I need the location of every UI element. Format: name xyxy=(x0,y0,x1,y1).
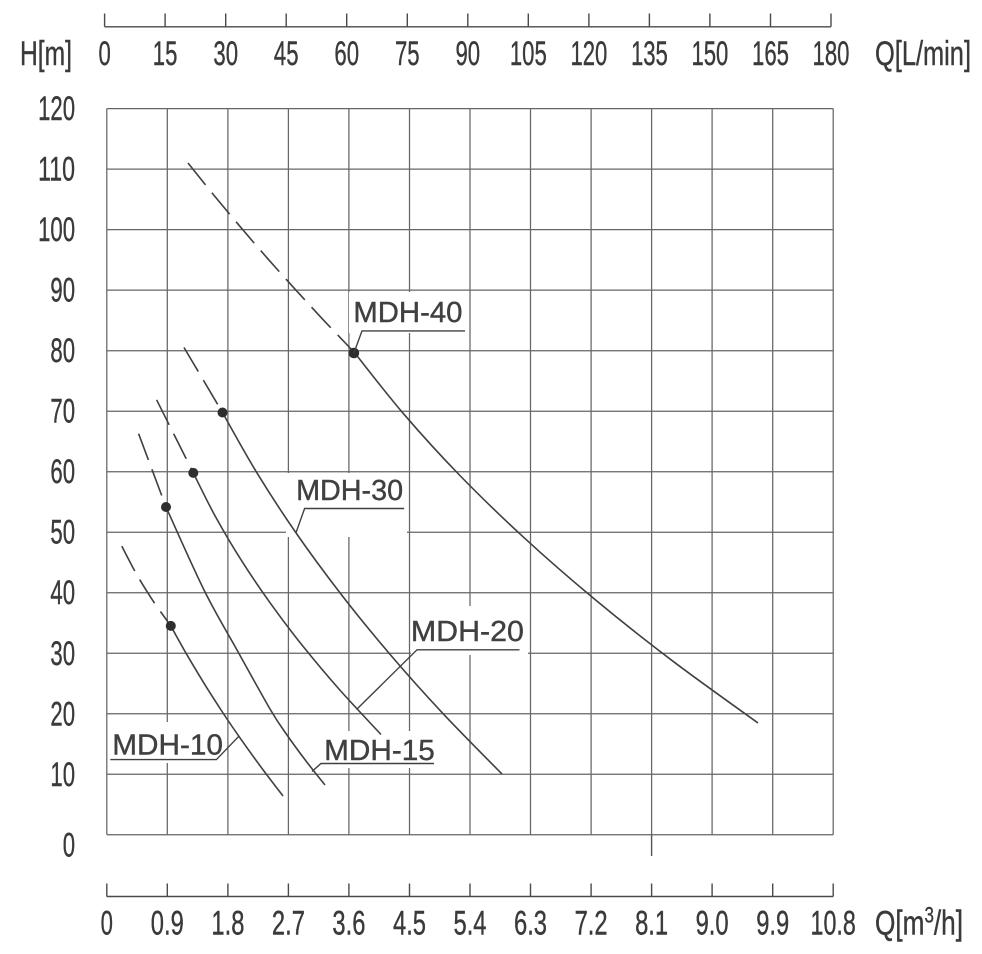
svg-text:MDH-40: MDH-40 xyxy=(353,297,462,329)
svg-text:50: 50 xyxy=(50,514,75,552)
svg-text:45: 45 xyxy=(274,35,299,73)
svg-text:3.6: 3.6 xyxy=(332,905,365,943)
svg-text:6.3: 6.3 xyxy=(514,905,547,943)
svg-text:60: 60 xyxy=(50,453,75,491)
svg-text:90: 90 xyxy=(456,35,481,73)
svg-text:180: 180 xyxy=(813,35,850,73)
svg-text:60: 60 xyxy=(334,35,359,73)
svg-text:40: 40 xyxy=(50,574,75,612)
svg-text:MDH-10: MDH-10 xyxy=(112,730,223,762)
svg-text:80: 80 xyxy=(50,332,75,370)
svg-text:H[m]: H[m] xyxy=(20,35,72,73)
svg-text:9.0: 9.0 xyxy=(696,905,729,943)
svg-text:110: 110 xyxy=(38,151,75,189)
svg-text:100: 100 xyxy=(38,211,75,249)
svg-text:10.8: 10.8 xyxy=(811,905,856,943)
svg-text:30: 30 xyxy=(213,35,238,73)
svg-text:MDH-20: MDH-20 xyxy=(411,616,524,648)
svg-text:120: 120 xyxy=(570,35,607,73)
svg-text:20: 20 xyxy=(50,695,75,733)
svg-text:2.7: 2.7 xyxy=(272,905,305,943)
svg-text:10: 10 xyxy=(50,756,75,794)
svg-text:0: 0 xyxy=(98,35,110,73)
svg-text:5.4: 5.4 xyxy=(454,905,487,943)
svg-text:7.2: 7.2 xyxy=(575,905,608,943)
svg-text:8.1: 8.1 xyxy=(635,905,668,943)
svg-text:9.9: 9.9 xyxy=(756,905,789,943)
svg-text:Q[m3/h]: Q[m3/h] xyxy=(875,903,963,943)
svg-text:165: 165 xyxy=(752,35,789,73)
svg-text:Q[L/min]: Q[L/min] xyxy=(875,35,971,73)
svg-text:0: 0 xyxy=(63,827,75,865)
svg-text:30: 30 xyxy=(50,635,75,673)
svg-text:70: 70 xyxy=(50,393,75,431)
svg-text:135: 135 xyxy=(631,35,668,73)
svg-text:15: 15 xyxy=(153,35,178,73)
svg-text:105: 105 xyxy=(510,35,547,73)
svg-text:1.8: 1.8 xyxy=(211,905,244,943)
svg-text:75: 75 xyxy=(395,35,420,73)
svg-text:150: 150 xyxy=(691,35,728,73)
svg-text:MDH-15: MDH-15 xyxy=(324,735,435,767)
svg-text:MDH-30: MDH-30 xyxy=(296,475,403,507)
svg-text:4.5: 4.5 xyxy=(393,905,426,943)
svg-text:90: 90 xyxy=(50,272,75,310)
svg-text:120: 120 xyxy=(38,90,75,128)
svg-text:0: 0 xyxy=(101,905,113,943)
svg-text:0.9: 0.9 xyxy=(151,905,184,943)
